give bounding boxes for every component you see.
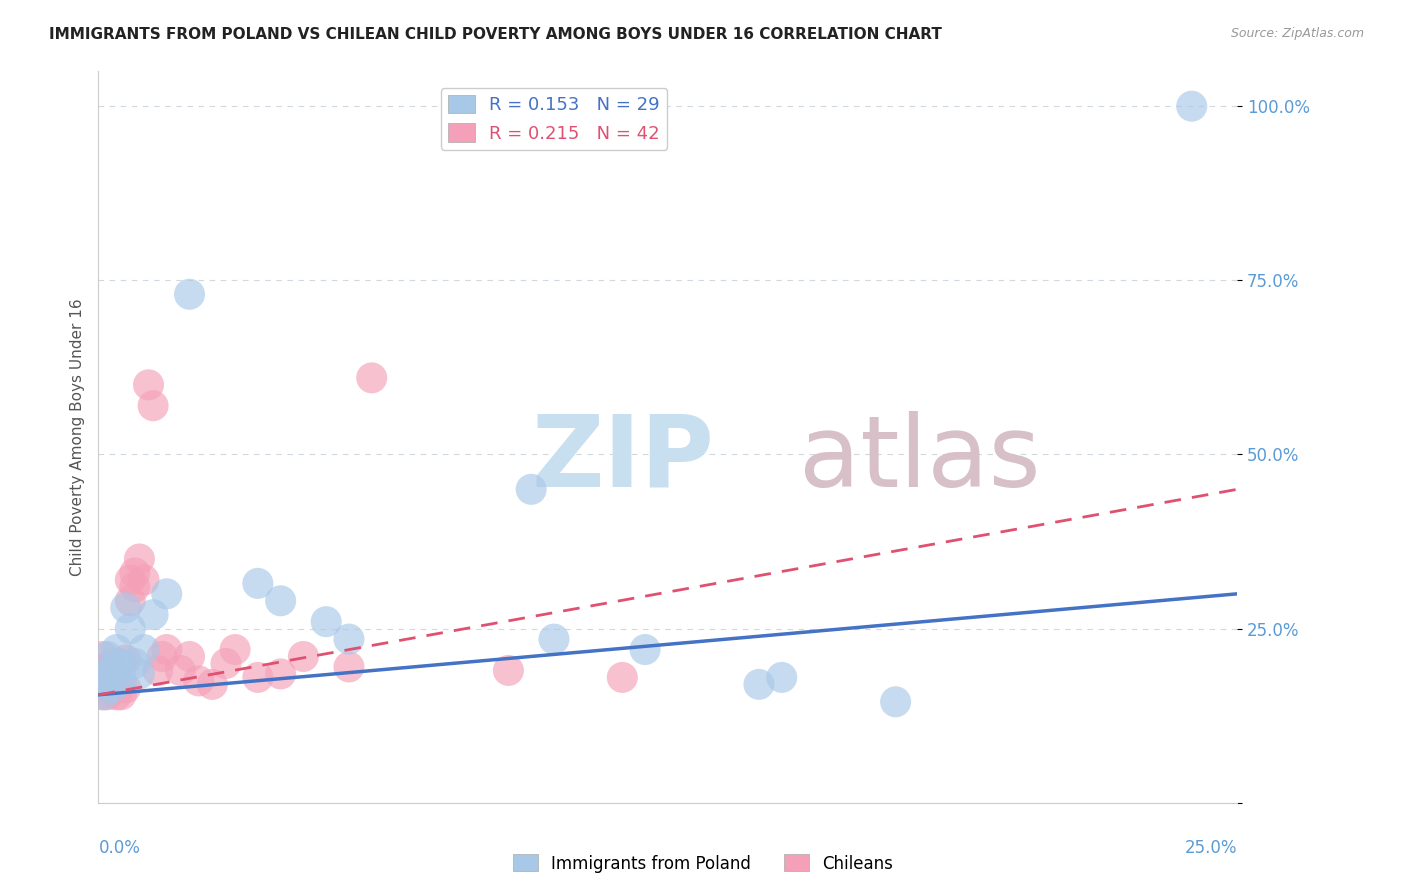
Point — [101, 681, 124, 695]
Point — [124, 566, 146, 580]
Point — [105, 673, 128, 688]
Point — [1181, 99, 1204, 113]
Point — [270, 667, 292, 681]
Point — [91, 670, 114, 684]
Point — [187, 673, 209, 688]
Point — [246, 576, 269, 591]
Point — [138, 377, 160, 392]
Point — [101, 664, 124, 678]
Point — [215, 657, 238, 671]
Point — [224, 642, 246, 657]
Point — [110, 660, 132, 674]
Point — [156, 642, 179, 657]
Point — [96, 649, 118, 664]
Point — [498, 664, 520, 678]
Point — [101, 670, 124, 684]
Point — [201, 677, 224, 691]
Text: ZIP: ZIP — [531, 410, 714, 508]
Text: 25.0%: 25.0% — [1185, 839, 1237, 857]
Point — [169, 664, 191, 678]
Point — [150, 649, 173, 664]
Point — [124, 580, 146, 594]
Point — [128, 667, 150, 681]
Point — [142, 399, 165, 413]
Point — [337, 632, 360, 646]
Point — [105, 688, 128, 702]
Text: Source: ZipAtlas.com: Source: ZipAtlas.com — [1230, 27, 1364, 40]
Point — [110, 688, 132, 702]
Point — [179, 649, 201, 664]
Point — [128, 552, 150, 566]
Point — [96, 673, 118, 688]
Point — [120, 622, 142, 636]
Point — [634, 642, 657, 657]
Point — [132, 642, 155, 657]
Point — [132, 573, 155, 587]
Point — [96, 677, 118, 691]
Point — [315, 615, 337, 629]
Point — [337, 660, 360, 674]
Point — [142, 607, 165, 622]
Point — [91, 688, 114, 702]
Point — [146, 664, 169, 678]
Text: 0.0%: 0.0% — [98, 839, 141, 857]
Point — [105, 642, 128, 657]
Point — [91, 664, 114, 678]
Point — [96, 660, 118, 674]
Point — [270, 594, 292, 608]
Point — [246, 670, 269, 684]
Text: atlas: atlas — [799, 410, 1040, 508]
Point — [101, 657, 124, 671]
Point — [91, 677, 114, 691]
Y-axis label: Child Poverty Among Boys Under 16: Child Poverty Among Boys Under 16 — [69, 298, 84, 576]
Point — [612, 670, 634, 684]
Point — [96, 688, 118, 702]
Point — [120, 594, 142, 608]
Point — [114, 600, 136, 615]
Point — [114, 681, 136, 695]
Point — [114, 653, 136, 667]
Point — [110, 673, 132, 688]
Point — [520, 483, 543, 497]
Legend: R = 0.153   N = 29, R = 0.215   N = 42: R = 0.153 N = 29, R = 0.215 N = 42 — [440, 87, 668, 150]
Point — [120, 573, 142, 587]
Point — [292, 649, 315, 664]
Point — [105, 657, 128, 671]
Point — [543, 632, 565, 646]
Point — [91, 649, 114, 664]
Point — [360, 371, 382, 385]
Point — [156, 587, 179, 601]
Point — [179, 287, 201, 301]
Point — [770, 670, 793, 684]
Point — [105, 660, 128, 674]
Point — [748, 677, 770, 691]
Text: IMMIGRANTS FROM POLAND VS CHILEAN CHILD POVERTY AMONG BOYS UNDER 16 CORRELATION : IMMIGRANTS FROM POLAND VS CHILEAN CHILD … — [49, 27, 942, 42]
Point — [884, 695, 907, 709]
Point — [91, 688, 114, 702]
Point — [124, 657, 146, 671]
Point — [110, 657, 132, 671]
Point — [101, 681, 124, 695]
Legend: Immigrants from Poland, Chileans: Immigrants from Poland, Chileans — [506, 847, 900, 880]
Point — [110, 673, 132, 688]
